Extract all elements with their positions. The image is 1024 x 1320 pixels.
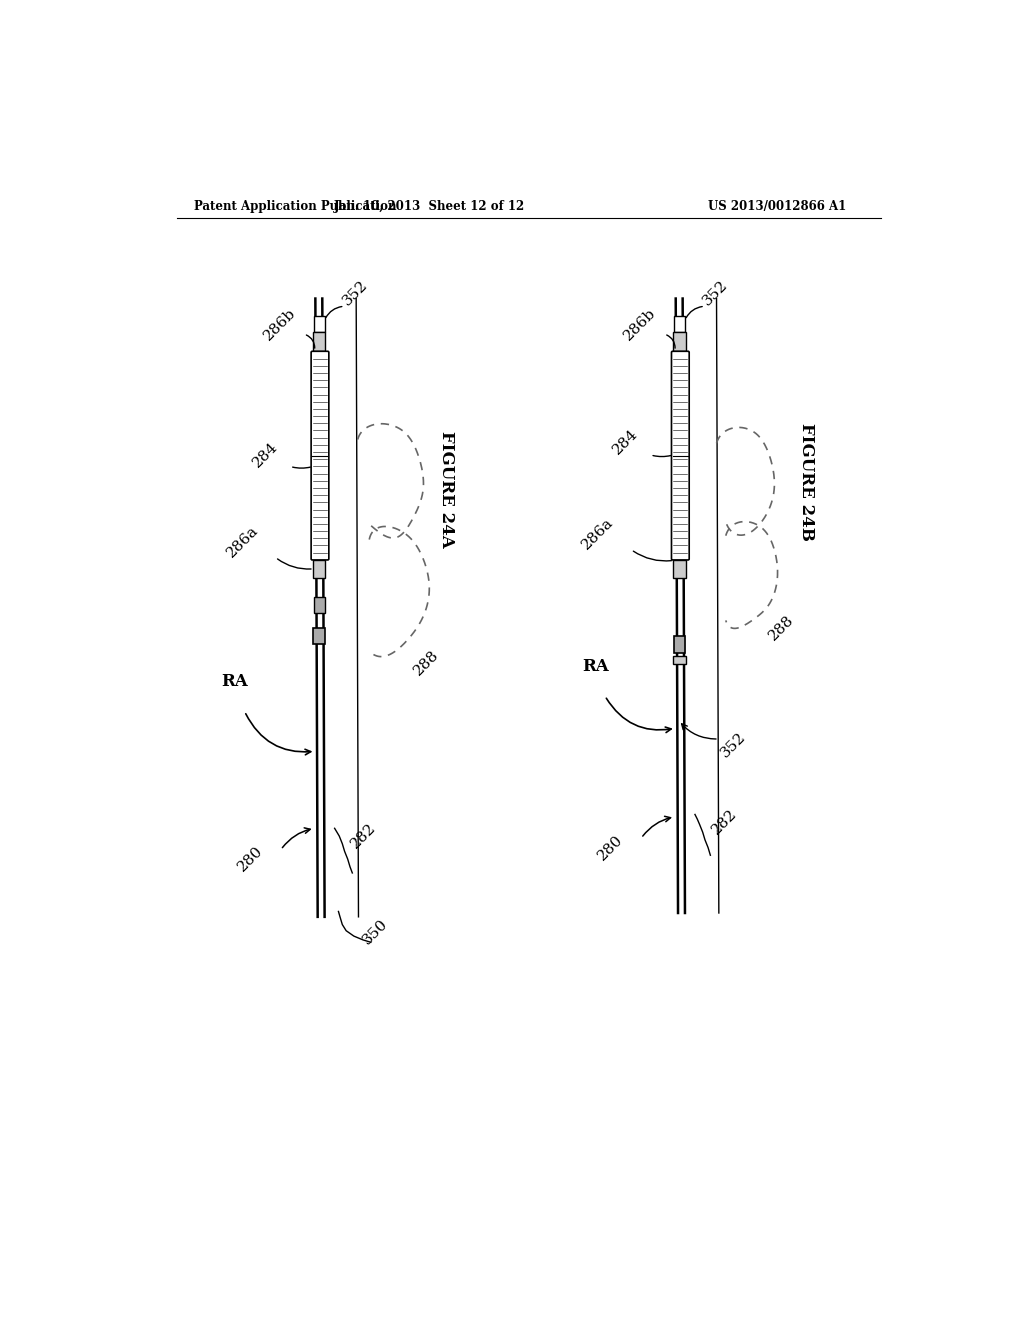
Text: 286b: 286b bbox=[622, 305, 658, 343]
Bar bbox=[674, 331, 686, 351]
Text: FIGURE 24B: FIGURE 24B bbox=[798, 422, 815, 541]
Text: 282: 282 bbox=[709, 807, 739, 837]
Text: 286a: 286a bbox=[580, 516, 616, 553]
Text: 352: 352 bbox=[700, 279, 731, 309]
Bar bbox=[674, 561, 686, 578]
Text: 286b: 286b bbox=[261, 305, 298, 343]
Bar bbox=[313, 331, 326, 351]
Bar bbox=[674, 656, 686, 664]
Text: Jan. 10, 2013  Sheet 12 of 12: Jan. 10, 2013 Sheet 12 of 12 bbox=[334, 199, 525, 213]
Text: 352: 352 bbox=[340, 279, 371, 309]
Text: 284: 284 bbox=[610, 426, 641, 457]
Text: 282: 282 bbox=[348, 821, 379, 851]
Text: 352: 352 bbox=[718, 730, 749, 760]
Text: 350: 350 bbox=[360, 917, 390, 948]
Text: 280: 280 bbox=[234, 843, 265, 874]
Bar bbox=[313, 597, 325, 612]
Text: Patent Application Publication: Patent Application Publication bbox=[194, 199, 396, 213]
Bar bbox=[674, 317, 685, 331]
Text: FIGURE 24A: FIGURE 24A bbox=[438, 432, 455, 548]
Bar bbox=[674, 636, 685, 653]
Text: 286a: 286a bbox=[224, 524, 261, 560]
Bar bbox=[313, 561, 326, 578]
Bar bbox=[313, 628, 326, 644]
Text: 288: 288 bbox=[412, 648, 442, 678]
Text: US 2013/0012866 A1: US 2013/0012866 A1 bbox=[709, 199, 847, 213]
FancyBboxPatch shape bbox=[311, 351, 329, 560]
Text: 280: 280 bbox=[595, 833, 626, 863]
FancyBboxPatch shape bbox=[672, 351, 689, 560]
Text: 284: 284 bbox=[250, 440, 281, 470]
Text: 288: 288 bbox=[767, 612, 797, 643]
Text: RA: RA bbox=[582, 659, 608, 675]
Bar bbox=[313, 317, 325, 331]
Text: RA: RA bbox=[221, 673, 248, 690]
